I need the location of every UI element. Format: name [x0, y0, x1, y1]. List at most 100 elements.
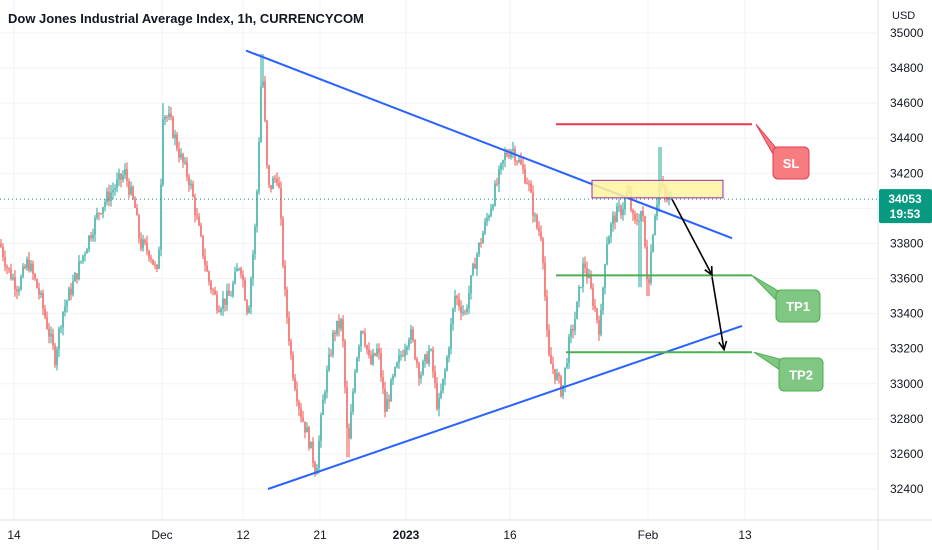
candle-body: [0, 243, 2, 247]
candle-body: [244, 280, 246, 301]
candle-body: [258, 142, 260, 192]
candle-body: [356, 357, 358, 372]
candle-body: [280, 187, 282, 219]
arrow-to-tp2: [711, 276, 725, 350]
candle-body: [440, 390, 442, 398]
y-tick-label: 33000: [890, 377, 924, 391]
candle-body: [328, 354, 330, 371]
candle-body: [442, 378, 444, 391]
candle-body: [184, 161, 186, 163]
candle-body: [112, 190, 114, 193]
candle-body: [150, 257, 152, 260]
candle-body: [8, 267, 10, 270]
entry-zone[interactable]: [591, 179, 724, 199]
candle-body: [360, 331, 362, 347]
candle-body: [484, 221, 486, 234]
candle-body: [316, 468, 318, 474]
bar-countdown: 19:53: [890, 207, 921, 221]
candle-body: [468, 293, 470, 309]
candle-body: [644, 216, 646, 247]
candle-body: [22, 266, 24, 277]
candle-body: [306, 427, 308, 433]
candle-body: [422, 361, 424, 375]
candle-body: [6, 266, 8, 268]
candle-body: [608, 236, 610, 245]
candle-body: [336, 320, 338, 335]
candle-body: [390, 379, 392, 402]
candle-body: [130, 186, 132, 195]
candle-body: [596, 308, 598, 321]
drawings[interactable]: SL TP1 TP2: [245, 49, 824, 490]
descending-resistance[interactable]: [245, 49, 733, 240]
x-tick-label: 12: [236, 528, 250, 542]
candle-body: [136, 207, 138, 216]
candle-body: [250, 278, 252, 308]
callout-label: TP1: [786, 299, 810, 314]
candle-body: [32, 263, 34, 274]
candle-body: [350, 411, 352, 439]
candle-body: [84, 253, 86, 256]
ascending-support[interactable]: [267, 324, 743, 490]
candle-body: [496, 183, 498, 185]
candle-body: [122, 175, 124, 180]
candle-body: [434, 371, 436, 383]
candle-body: [428, 350, 430, 364]
y-tick-label: 35000: [890, 26, 924, 40]
candle-body: [138, 215, 140, 239]
candle-body: [378, 348, 380, 353]
candle-body: [102, 207, 104, 214]
callout-sl[interactable]: SL: [755, 123, 810, 180]
candle-body: [50, 333, 52, 337]
candle-body: [240, 268, 242, 275]
candle-body: [522, 164, 524, 170]
candle-body: [338, 320, 340, 329]
time-axis[interactable]: 14 Dec 12 21 2023 16 Feb 13: [7, 528, 752, 542]
callout-box: [778, 357, 824, 392]
candle-body: [90, 235, 92, 239]
projection-arrows[interactable]: [671, 198, 728, 352]
candle-body: [476, 254, 478, 269]
candle-body: [508, 155, 510, 158]
candle-body: [474, 264, 476, 269]
callout-tp2[interactable]: TP2: [753, 351, 824, 392]
candle-body: [178, 148, 180, 158]
candle-body: [156, 264, 158, 269]
candle-body: [404, 350, 406, 356]
candle-body: [374, 353, 376, 356]
candle-body: [554, 369, 556, 380]
candle-body: [162, 119, 164, 185]
candle-body: [648, 279, 650, 284]
candle-body: [346, 387, 348, 429]
candle-body: [268, 165, 270, 186]
x-tick-label: 2023: [393, 528, 420, 542]
chart-title: Dow Jones Industrial Average Index, 1h, …: [8, 11, 364, 26]
callout-tp1[interactable]: TP1: [751, 274, 821, 323]
currency-label: USD: [892, 10, 915, 22]
candle-body: [602, 287, 604, 311]
candle-body: [70, 288, 72, 295]
candle-body: [590, 276, 592, 288]
candle-body: [38, 288, 40, 295]
candle-body: [482, 233, 484, 244]
candle-body: [570, 329, 572, 337]
candle-body: [302, 417, 304, 422]
y-tick-label: 32600: [890, 447, 924, 461]
candle-body: [646, 246, 648, 280]
candle-body: [586, 267, 588, 278]
candle-body: [358, 346, 360, 358]
price-axis[interactable]: USD 32400 32600 32800 33000 33200 33400 33600 3…: [890, 10, 924, 496]
candle-body: [622, 209, 624, 216]
candle-body: [284, 265, 286, 290]
candle-body: [290, 341, 292, 355]
candle-body: [504, 152, 506, 161]
candle-body: [230, 295, 232, 297]
candle-body: [600, 310, 602, 335]
candle-body: [534, 215, 536, 217]
candle-body: [330, 354, 332, 356]
candle-body: [192, 183, 194, 197]
candle-body: [88, 235, 90, 250]
x-tick-label: 14: [7, 528, 21, 542]
candle-body: [634, 213, 636, 220]
callout-box: [772, 146, 810, 180]
